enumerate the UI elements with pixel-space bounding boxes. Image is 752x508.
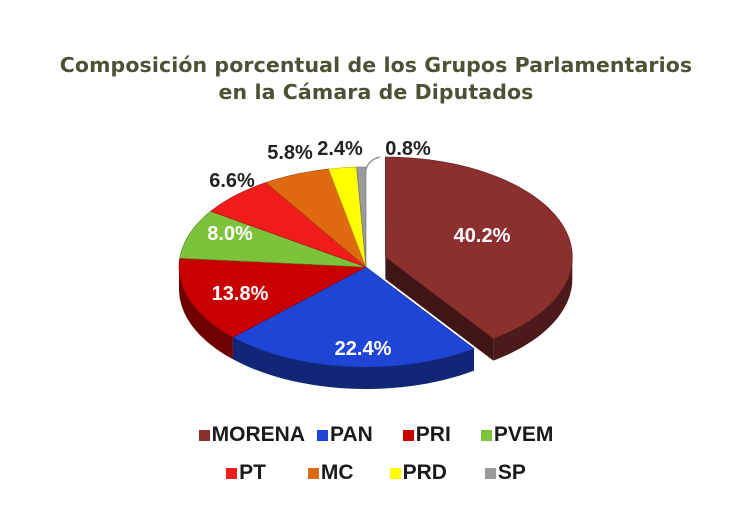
- data-label-pt: 6.6%: [209, 170, 255, 192]
- pie-chart: 40.2% 22.4% 13.8% 8.0% 6.6% 5.8% 2.4% 0.8%: [178, 138, 573, 389]
- data-labels: 40.2% 22.4% 13.8% 8.0% 6.6% 5.8% 2.4% 0.8%: [207, 138, 510, 360]
- legend-item-morena: MORENA: [198, 423, 305, 447]
- pie-sides: [179, 257, 573, 389]
- slice-pt: [210, 182, 367, 268]
- slice-pan: [232, 266, 475, 368]
- legend-item-mc: MC: [307, 461, 354, 485]
- legend-item-prd: PRD: [389, 461, 447, 485]
- legend-swatch: [226, 467, 238, 479]
- legend-swatch: [317, 429, 329, 441]
- legend-row-1: MORENA PAN PRI PVEM: [0, 423, 752, 447]
- slice-prd: [328, 166, 367, 268]
- legend-row-2: PT MC PRD SP: [0, 461, 752, 485]
- chart-title: Composición porcentual de los Grupos Par…: [0, 52, 752, 106]
- slice-side-morena: [493, 257, 573, 361]
- slice-pri: [178, 257, 368, 338]
- legend-item-pt: PT: [226, 461, 266, 485]
- legend-item-pan: PAN: [317, 423, 373, 447]
- pie-tops: [178, 156, 573, 368]
- data-label-pri: 13.8%: [212, 283, 269, 305]
- slice-cut-morena: [385, 257, 494, 361]
- legend-swatch: [198, 429, 210, 441]
- legend-item-pri: PRI: [402, 423, 451, 447]
- leader-line-sp: [365, 156, 381, 171]
- slice-mc: [265, 168, 367, 268]
- slice-sp: [356, 166, 367, 268]
- slice-side-pri: [179, 267, 233, 360]
- chart-title-line1: Composición porcentual de los Grupos Par…: [59, 53, 693, 77]
- data-label-pvem: 8.0%: [207, 223, 253, 245]
- legend-item-pvem: PVEM: [480, 423, 553, 447]
- data-label-sp: 0.8%: [385, 138, 431, 160]
- data-label-morena: 40.2%: [454, 225, 511, 247]
- slice-side-pan: [232, 337, 474, 389]
- data-label-prd: 2.4%: [317, 138, 363, 160]
- legend-item-sp: SP: [484, 461, 526, 485]
- slice-morena: [384, 156, 573, 339]
- slice-pvem: [179, 210, 367, 268]
- data-label-pan: 22.4%: [335, 338, 392, 360]
- legend-swatch: [484, 467, 496, 479]
- data-label-mc: 5.8%: [267, 142, 313, 164]
- chart-title-line2: en la Cámara de Diputados: [218, 80, 534, 104]
- legend-swatch: [307, 467, 319, 479]
- legend-swatch: [402, 429, 414, 441]
- legend-swatch: [389, 467, 401, 479]
- legend-swatch: [480, 429, 492, 441]
